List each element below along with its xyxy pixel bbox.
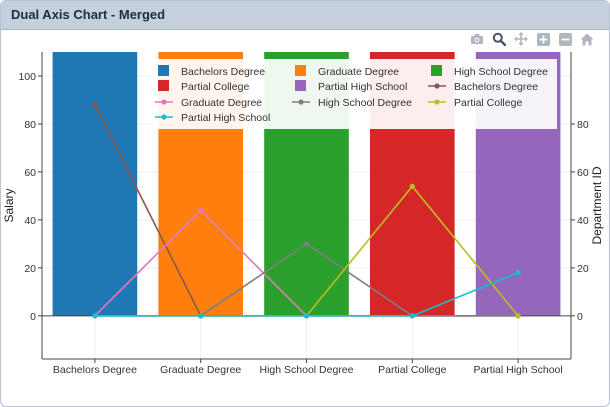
legend: Bachelors Degree Graduate Degree High Scho… (151, 59, 557, 129)
zoom-icon[interactable] (491, 31, 507, 47)
legend-swatch (295, 65, 306, 76)
legend-label: High School Degree (318, 97, 412, 109)
window-title: Dual Axis Chart - Merged (11, 7, 166, 22)
legend-marker (434, 83, 440, 89)
y2-tick-label: 0 (577, 311, 583, 323)
line-point (409, 183, 415, 189)
pan-icon[interactable] (513, 31, 529, 47)
legend-swatch (158, 80, 169, 91)
line-point (92, 102, 98, 108)
legend-swatch (431, 65, 442, 76)
home-icon[interactable] (579, 31, 595, 47)
legend-swatch (158, 65, 169, 76)
y-tick-label: 40 (24, 215, 36, 227)
legend-label: Bachelors Degree (181, 66, 265, 78)
y-tick-label: 60 (24, 167, 36, 179)
legend-marker (161, 99, 167, 105)
zoom-out-icon[interactable] (557, 31, 573, 47)
x-tick-label: High School Degree (260, 364, 354, 376)
legend-label: Partial High School (181, 112, 270, 124)
legend-label: High School Degree (454, 66, 548, 78)
legend-label: Partial High School (318, 81, 407, 93)
y-tick-label: 80 (24, 119, 36, 131)
legend-marker (161, 114, 167, 120)
chart-toolbar (469, 31, 595, 47)
zoom-in-icon[interactable] (535, 31, 551, 47)
y-tick-label: 20 (24, 263, 36, 275)
line-point (198, 313, 204, 319)
y2-tick-label: 20 (577, 263, 589, 275)
legend-label: Partial College (454, 97, 522, 109)
legend-label: Graduate Degree (181, 97, 262, 109)
line-point (198, 207, 204, 213)
bar (52, 52, 138, 316)
legend-box (151, 59, 557, 129)
x-tick-label: Bachelors Degree (53, 364, 137, 376)
legend-marker (434, 99, 440, 105)
legend-swatch (295, 80, 306, 91)
x-tick-label: Partial High School (473, 364, 562, 376)
camera-icon[interactable] (469, 31, 485, 47)
legend-marker (298, 99, 304, 105)
y-tick-label: 100 (18, 71, 36, 83)
line-point (303, 241, 310, 247)
line-point (303, 313, 310, 319)
y2-tick-label: 40 (577, 215, 589, 227)
title-bar: Dual Axis Chart - Merged (1, 1, 609, 30)
y2-tick-label: 80 (577, 119, 589, 131)
y-axis-title: Salary (2, 188, 16, 222)
y2-axis-title: Department ID (590, 166, 604, 244)
x-tick-label: Partial College (378, 364, 446, 376)
legend-label: Bachelors Degree (454, 81, 538, 93)
line-point (92, 313, 98, 319)
line-point (515, 313, 521, 319)
legend-label: Partial College (181, 81, 249, 93)
legend-label: Graduate Degree (318, 66, 399, 78)
x-tick-label: Graduate Degree (160, 364, 241, 376)
line-point (409, 313, 415, 319)
line-point (515, 270, 521, 276)
y2-tick-label: 60 (577, 167, 589, 179)
y-tick-label: 0 (30, 311, 36, 323)
